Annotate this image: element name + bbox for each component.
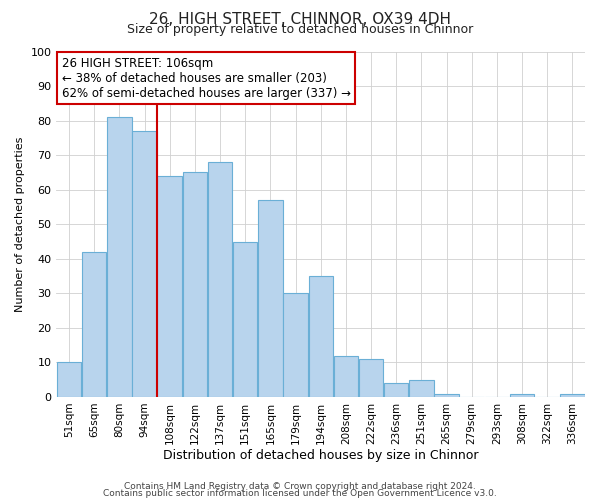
Bar	[359, 359, 383, 397]
Bar	[133, 131, 157, 397]
Bar	[560, 394, 584, 397]
Bar	[82, 252, 106, 397]
Bar	[283, 294, 308, 397]
Bar	[384, 383, 409, 397]
Bar	[233, 242, 257, 397]
Text: 26, HIGH STREET, CHINNOR, OX39 4DH: 26, HIGH STREET, CHINNOR, OX39 4DH	[149, 12, 451, 28]
Text: 26 HIGH STREET: 106sqm
← 38% of detached houses are smaller (203)
62% of semi-de: 26 HIGH STREET: 106sqm ← 38% of detached…	[62, 56, 351, 100]
Y-axis label: Number of detached properties: Number of detached properties	[15, 136, 25, 312]
Bar	[510, 394, 534, 397]
Bar	[182, 172, 207, 397]
Text: Size of property relative to detached houses in Chinnor: Size of property relative to detached ho…	[127, 22, 473, 36]
Bar	[57, 362, 81, 397]
Bar	[308, 276, 333, 397]
Bar	[334, 356, 358, 397]
Text: Contains public sector information licensed under the Open Government Licence v3: Contains public sector information licen…	[103, 489, 497, 498]
X-axis label: Distribution of detached houses by size in Chinnor: Distribution of detached houses by size …	[163, 450, 478, 462]
Text: Contains HM Land Registry data © Crown copyright and database right 2024.: Contains HM Land Registry data © Crown c…	[124, 482, 476, 491]
Bar	[258, 200, 283, 397]
Bar	[107, 117, 131, 397]
Bar	[157, 176, 182, 397]
Bar	[434, 394, 459, 397]
Bar	[208, 162, 232, 397]
Bar	[409, 380, 434, 397]
